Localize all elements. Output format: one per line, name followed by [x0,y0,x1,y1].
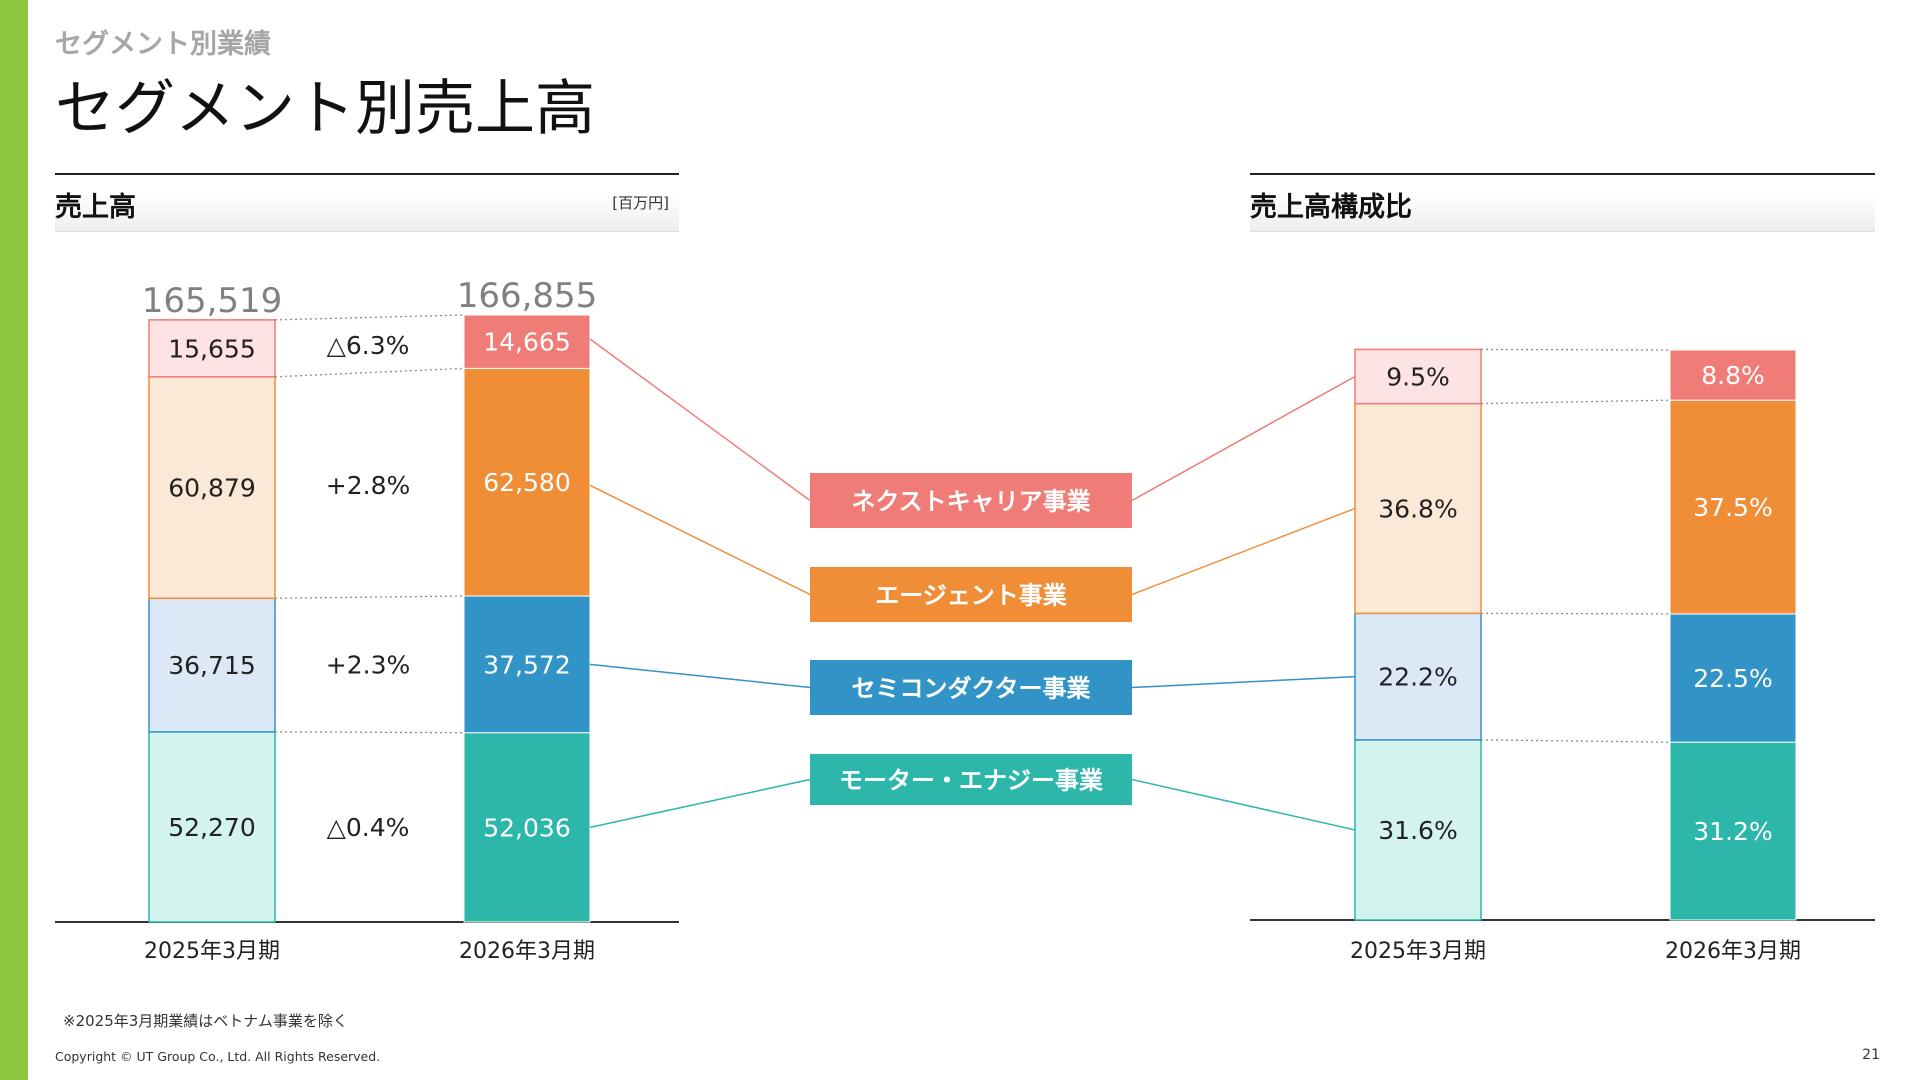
sales-bar-next-career-0 [148,319,276,378]
ratio-connector-4 [1480,348,1671,351]
legend-label-motor-energy: モーター・エナジー事業 [839,767,1103,795]
ratio-bar-semiconductor-1 [1669,613,1797,743]
sales-bar-semiconductor-0 [148,597,276,733]
legend-leader-left-semiconductor [589,663,811,689]
ratio-connector-1 [1480,739,1671,743]
ratio-category-label-1: 2026年3月期 [1665,939,1801,964]
ratio-panel-title: 売上高構成比 [1250,192,1412,223]
ratio-bar-motor-energy-1 [1669,741,1797,921]
ratio-bar-motor-energy-0 [1354,739,1482,921]
ratio-bar-agent-1 [1669,399,1797,615]
legend-box-agent [810,567,1132,622]
sales-change-motor-energy: △0.4% [327,813,410,842]
legend-leader-left-motor-energy [589,778,811,829]
sales-category-label-0: 2025年3月期 [144,939,280,964]
section-kicker: セグメント別業績 [55,29,271,60]
ratio-value-next-career-1: 8.8% [1701,361,1765,390]
sales-bar-agent-0 [148,376,276,600]
ratio-panel-header: 売上高構成比 [1250,173,1875,232]
ratio-value-agent-0: 36.8% [1378,494,1457,523]
sales-value-next-career-1: 14,665 [483,328,570,357]
sales-panel-header: 売上高 [百万円] [55,173,679,232]
accent-bar [0,0,28,1080]
sales-bar-agent-1 [463,367,591,597]
sales-value-next-career-0: 15,655 [168,334,255,363]
legend-leader-left-agent [589,484,811,596]
sales-connector-3 [274,367,465,378]
ratio-connector-3 [1480,399,1671,405]
sales-bar-next-career-1 [463,314,591,369]
ratio-value-motor-energy-0: 31.6% [1378,816,1457,845]
sales-connector-2 [274,595,465,599]
sales-change-next-career: △6.3% [327,331,410,360]
sales-value-motor-energy-1: 52,036 [483,813,570,842]
sales-connector-1 [274,731,465,734]
footnote: ※2025年3月期業績はベトナム事業を除く [63,1012,348,1030]
legend-leader-left-next-career [589,338,811,502]
sales-total-1: 166,855 [457,276,598,316]
sales-value-semiconductor-0: 36,715 [168,651,255,680]
legend-box-motor-energy [810,754,1132,805]
sales-total-0: 165,519 [142,281,283,321]
sales-value-agent-1: 62,580 [483,468,570,497]
legend-label-semiconductor: セミコンダクター事業 [851,675,1090,703]
legend-leader-right-motor-energy [1131,778,1356,831]
sales-panel-title: 売上高 [55,192,136,223]
page-number: 21 [1862,1047,1880,1063]
ratio-value-semiconductor-0: 22.2% [1378,663,1457,692]
sales-value-agent-0: 60,879 [168,474,255,503]
legend-box-next-career [810,473,1132,528]
legend-leader-right-next-career [1131,375,1356,502]
ratio-value-next-career-0: 9.5% [1386,363,1450,392]
sales-change-semiconductor: +2.3% [326,651,410,680]
ratio-value-agent-1: 37.5% [1693,493,1772,522]
page-title: セグメント別売上高 [55,74,595,144]
ratio-category-label-0: 2025年3月期 [1350,939,1486,964]
ratio-value-motor-energy-1: 31.2% [1693,817,1772,846]
legend-leader-right-agent [1131,507,1356,596]
sales-value-motor-energy-0: 52,270 [168,813,255,842]
sales-connector-4 [274,314,465,321]
sales-category-label-1: 2026年3月期 [459,939,595,964]
legend-box-semiconductor [810,660,1132,715]
sales-value-semiconductor-1: 37,572 [483,650,570,679]
copyright: Copyright © UT Group Co., Ltd. All Right… [55,1049,381,1064]
sales-bar-motor-energy-1 [463,732,591,923]
ratio-bar-agent-0 [1354,402,1482,615]
legend-leader-right-semiconductor [1131,675,1356,689]
ratio-value-semiconductor-1: 22.5% [1693,664,1772,693]
ratio-bar-next-career-1 [1669,349,1797,401]
legend-label-next-career: ネクストキャリア事業 [851,488,1090,516]
ratio-connector-2 [1480,612,1671,615]
sales-change-agent: +2.8% [326,471,410,500]
unit-label: [百万円] [612,194,669,212]
legend-label-agent: エージェント事業 [875,582,1067,610]
